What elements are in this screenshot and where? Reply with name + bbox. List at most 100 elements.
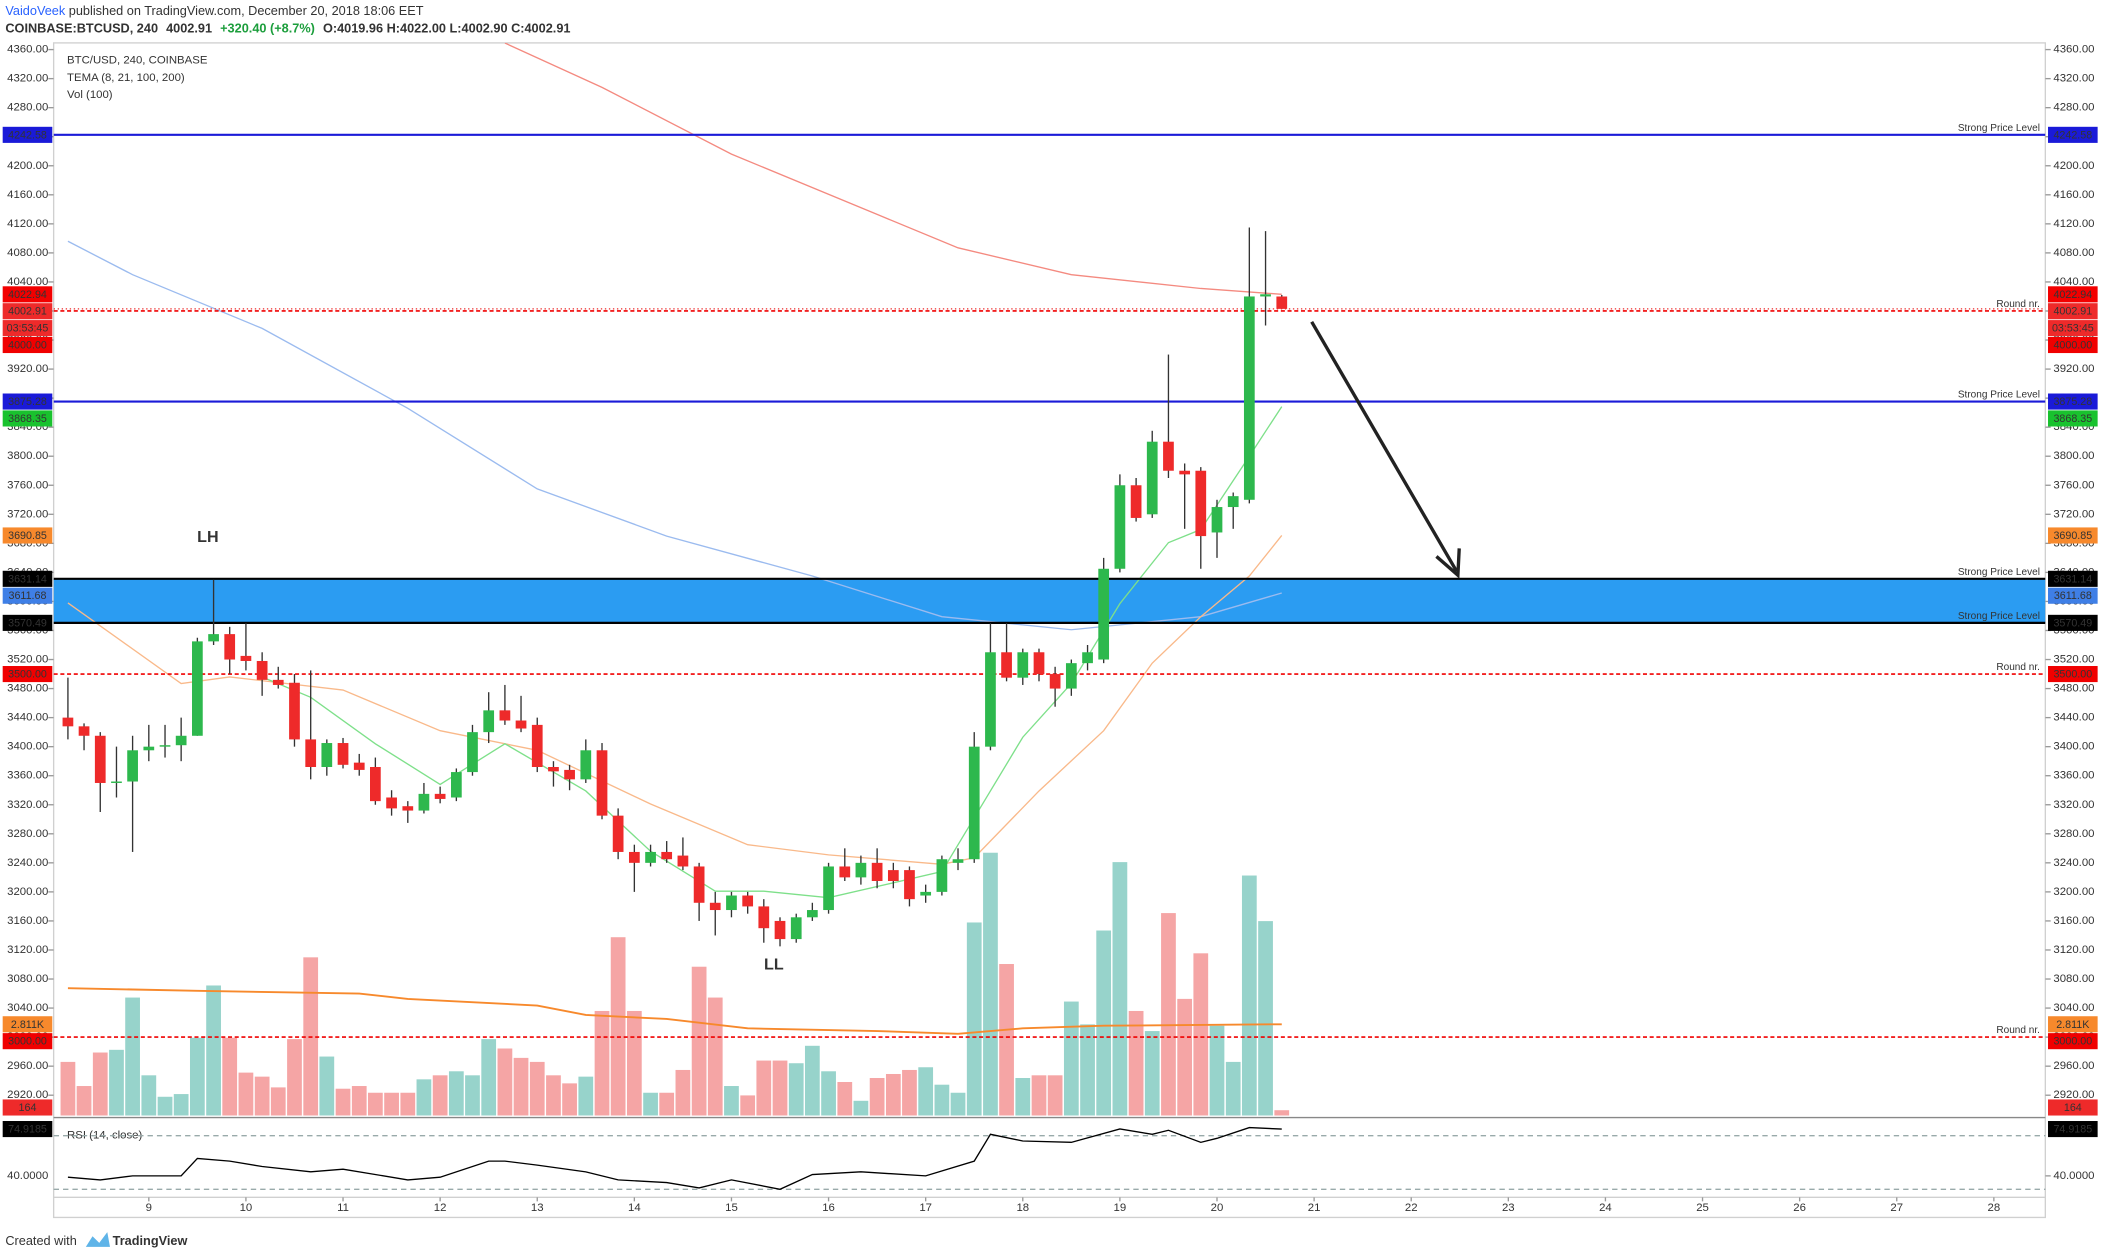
volume-bar bbox=[351, 1086, 367, 1116]
price-badge bbox=[2048, 393, 2098, 410]
candle-body bbox=[677, 855, 689, 867]
price-badge bbox=[2, 614, 53, 631]
price-badge-label: 3000.00 bbox=[8, 1036, 47, 1048]
y-tick-label: 3240.00 bbox=[2053, 857, 2094, 869]
volume-bar bbox=[222, 1037, 238, 1116]
rsi-badge-label: 74.9185 bbox=[8, 1124, 47, 1136]
candle-body bbox=[62, 717, 74, 727]
volume-bar bbox=[465, 1075, 480, 1116]
volume-bar bbox=[918, 1067, 934, 1116]
y-tick-label: 3280.00 bbox=[7, 828, 48, 840]
y-tick-label: 2920.00 bbox=[7, 1089, 48, 1101]
volume-bar bbox=[238, 1072, 254, 1116]
volume-bar bbox=[707, 997, 723, 1116]
price-badge bbox=[2048, 1099, 2098, 1116]
y-tick-label: 4160.00 bbox=[2053, 189, 2094, 201]
y-tick-label: 3400.00 bbox=[7, 741, 48, 753]
price-badge bbox=[2048, 614, 2098, 631]
candle-body bbox=[1033, 652, 1045, 675]
candle-body bbox=[1098, 568, 1110, 660]
y-tick-label: 3440.00 bbox=[7, 712, 48, 724]
y-tick-label: 3080.00 bbox=[2053, 973, 2094, 985]
volume-bar bbox=[659, 1092, 675, 1116]
candle-body bbox=[693, 866, 705, 903]
volume-bar bbox=[1193, 953, 1209, 1116]
price-badge bbox=[2, 286, 53, 303]
indicator-line bbox=[67, 535, 1283, 865]
candle-body bbox=[548, 766, 559, 772]
y-tick-label: 2920.00 bbox=[2053, 1089, 2094, 1101]
rsi-tick-label: 40.0000 bbox=[7, 1170, 48, 1182]
price-badge bbox=[2048, 587, 2098, 604]
volume-bar bbox=[1177, 998, 1193, 1116]
x-tick-label: 24 bbox=[1599, 1202, 1612, 1214]
x-tick-label: 22 bbox=[1405, 1202, 1418, 1214]
y-tick-label: 2960.00 bbox=[7, 1060, 48, 1072]
x-tick-label: 20 bbox=[1211, 1202, 1224, 1214]
price-badge-label: 3500.00 bbox=[8, 669, 47, 681]
candle-body bbox=[402, 806, 414, 811]
price-change: +320.40 (+8.7%) bbox=[220, 21, 315, 36]
candle-body bbox=[936, 859, 948, 892]
volume-bar bbox=[562, 1083, 577, 1116]
candle-body bbox=[1243, 296, 1255, 500]
x-tick-label: 10 bbox=[240, 1202, 253, 1214]
annotation: LL bbox=[764, 956, 784, 974]
price-badge bbox=[2048, 286, 2098, 303]
volume-bar bbox=[157, 1096, 173, 1116]
arrow bbox=[1310, 320, 1458, 573]
price-pane: Strong Price Level Round nr. Strong Price … bbox=[53, 42, 2046, 1116]
candle-body bbox=[952, 859, 964, 863]
candle-body bbox=[839, 866, 851, 878]
volume-bar bbox=[1080, 1024, 1095, 1116]
price-badge-label: 3631.14 bbox=[2053, 573, 2092, 585]
candle-body bbox=[726, 895, 737, 911]
x-tick-label: 13 bbox=[531, 1202, 544, 1214]
chart-layer: Strong Price Level Round nr. Strong Price … bbox=[2, 42, 2098, 1214]
price-badge bbox=[2048, 336, 2098, 354]
y-tick-label: 3160.00 bbox=[7, 915, 48, 927]
volume-bar bbox=[1274, 1110, 1290, 1116]
candle-body bbox=[1114, 485, 1126, 569]
volume-bar bbox=[853, 1100, 869, 1116]
candle-body bbox=[823, 866, 834, 911]
price-badge-label: 3868.35 bbox=[2053, 413, 2092, 425]
volume-bar bbox=[724, 1086, 739, 1116]
y-tick-label: 3080.00 bbox=[7, 973, 48, 985]
candle-body bbox=[774, 920, 786, 940]
price-badge bbox=[2048, 1033, 2098, 1050]
x-tick-label: 12 bbox=[434, 1202, 447, 1214]
indicator-line bbox=[504, 42, 1282, 296]
volume-bar bbox=[206, 985, 221, 1116]
y-tick-label: 3760.00 bbox=[2053, 479, 2094, 491]
price-badge bbox=[2048, 666, 2098, 683]
price-badge-label: 03:53:45 bbox=[2052, 323, 2094, 335]
volume-bar bbox=[125, 997, 140, 1116]
candle-body bbox=[531, 724, 543, 767]
candle-body bbox=[272, 679, 284, 685]
y-tick-label: 3520.00 bbox=[2053, 654, 2094, 666]
candle-body bbox=[370, 766, 381, 802]
volume-ma-line bbox=[67, 987, 1282, 1035]
price-badge-label: 4000.00 bbox=[8, 340, 47, 352]
y-tick-label: 4280.00 bbox=[2053, 102, 2094, 114]
candle-body bbox=[159, 745, 171, 747]
volume-bar bbox=[1144, 1031, 1160, 1116]
price-badge bbox=[2, 303, 53, 320]
legend-entry: TEMA (8, 21, 100, 200) bbox=[67, 72, 185, 84]
volume-bar bbox=[1128, 1010, 1144, 1116]
y-tick-label: 4360.00 bbox=[7, 44, 48, 56]
candle-body bbox=[418, 793, 430, 811]
author-link[interactable]: VaidoVeek bbox=[5, 3, 66, 18]
arrow-head bbox=[1435, 548, 1461, 579]
price-badge-label: 3690.85 bbox=[8, 530, 47, 542]
legend-entry: Vol (100) bbox=[67, 89, 113, 101]
x-tick-label: 21 bbox=[1308, 1202, 1321, 1214]
candle-body bbox=[450, 772, 462, 798]
price-badge bbox=[2048, 527, 2098, 544]
y-tick-label: 3320.00 bbox=[2053, 799, 2094, 811]
price-badge bbox=[2, 126, 53, 143]
candle-body bbox=[143, 746, 155, 751]
candle-body bbox=[985, 652, 996, 747]
